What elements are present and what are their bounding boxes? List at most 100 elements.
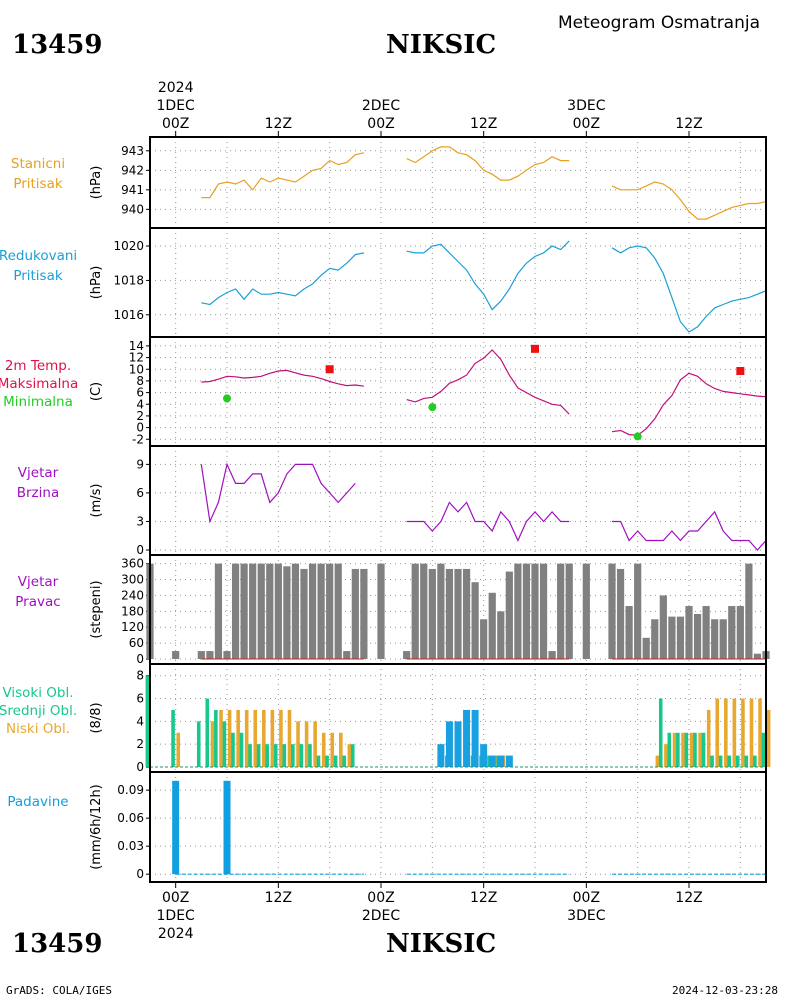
y-axis-label: (hPa) [89, 166, 104, 200]
high-cloud-bar [196, 721, 201, 767]
y-tick-label: 942 [121, 163, 144, 177]
wind-direction-bar [565, 563, 573, 659]
y-tick-label: 0 [136, 867, 144, 881]
header-station-id: 13459 [12, 30, 103, 60]
day-label-top: 1DEC [157, 98, 196, 114]
tmin-marker [223, 394, 231, 403]
wind-direction-bar [291, 563, 300, 659]
high-cloud-bar [342, 755, 346, 767]
y-tick-label: 940 [121, 202, 144, 216]
mid-cloud-bar [480, 744, 488, 767]
low-cloud-bar [698, 732, 702, 767]
time-label-bottom: 12Z [265, 890, 292, 906]
tmax-marker [736, 367, 745, 375]
day-label-top: 3DEC [567, 98, 606, 114]
high-cloud-bar [265, 744, 269, 767]
y-tick-label: 941 [121, 183, 144, 197]
tmax-marker [325, 365, 334, 374]
y-axis-label: (stepeni) [89, 580, 104, 638]
low-cloud-bar [681, 732, 685, 767]
low-cloud-bar [655, 755, 660, 767]
high-cloud-bar [658, 698, 663, 767]
y-tick-label: 9 [136, 457, 144, 471]
low-cloud-bar [262, 709, 266, 767]
low-cloud-bar [347, 744, 352, 767]
reduced-pressure-line [406, 240, 570, 311]
wind-speed-line [612, 510, 767, 551]
wind-speed-line [406, 501, 570, 542]
wind-direction-bar [582, 563, 590, 659]
y-tick-label: 10 [129, 362, 144, 376]
wind-direction-bar [711, 619, 719, 659]
day-label-bottom: 1DEC [157, 908, 196, 924]
wind-direction-bar [223, 651, 231, 659]
wind-direction-bar [616, 568, 625, 659]
y-tick-label: 3 [136, 514, 144, 528]
wind-direction-bar [497, 611, 505, 659]
y-tick-label: 60 [129, 636, 144, 650]
time-label-top: 12Z [675, 116, 702, 132]
footer-credit: GrADS: COLA/IGES [6, 984, 112, 997]
wind-direction-bar [608, 563, 616, 659]
wind-direction-bar [514, 563, 522, 659]
tmin-marker [428, 403, 437, 412]
wind-direction-bar [266, 563, 274, 659]
wind-direction-bar [522, 563, 531, 659]
high-cloud-bar [256, 744, 261, 767]
high-cloud-bar [299, 744, 304, 767]
wind-direction-bar [334, 563, 342, 659]
high-cloud-bar [248, 744, 252, 767]
high-cloud-bar [667, 732, 672, 767]
high-cloud-bar [350, 744, 355, 767]
panel-label: Srednji Obl. [0, 703, 77, 719]
wind-direction-bar [736, 606, 744, 659]
high-cloud-bar [761, 732, 766, 767]
y-tick-label: 0 [136, 543, 144, 557]
y-tick-label: 14 [129, 339, 144, 353]
day-label-top: 2DEC [362, 98, 401, 114]
y-tick-label: 300 [121, 573, 144, 587]
wind-direction-bar [539, 563, 548, 659]
wind-direction-bar [454, 568, 462, 659]
low-cloud-bar [270, 709, 275, 767]
y-axis-label: (hPa) [89, 266, 104, 300]
low-cloud-bar [706, 709, 711, 767]
y-tick-label: 0 [136, 652, 144, 666]
y-tick-label: 0.09 [117, 783, 144, 797]
wind-direction-bar [437, 563, 445, 659]
panel-label: Niski Obl. [6, 721, 70, 737]
y-tick-label: 0 [136, 760, 144, 774]
wind-direction-bar [283, 566, 291, 659]
high-cloud-bar [333, 755, 338, 767]
wind-direction-bar [240, 563, 248, 659]
wind-direction-bar [625, 606, 633, 659]
y-axis-label: (8/8) [89, 702, 104, 733]
high-cloud-bar [693, 732, 697, 767]
high-cloud-bar [231, 732, 235, 767]
wind-direction-bar [411, 563, 419, 659]
wind-direction-bar [317, 563, 325, 659]
wind-direction-bar [197, 651, 205, 659]
low-cloud-bar [732, 698, 737, 767]
wind-direction-bar [420, 563, 428, 659]
time-label-bottom: 12Z [470, 890, 497, 906]
high-cloud-bar [727, 755, 731, 767]
time-label-top: 00Z [162, 116, 189, 132]
y-tick-label: 360 [121, 557, 144, 571]
mid-cloud-bar [463, 709, 471, 767]
wind-direction-bar [445, 568, 454, 659]
low-cloud-bar [689, 732, 694, 767]
y-tick-label: 6 [136, 386, 144, 400]
low-cloud-bar [279, 709, 283, 767]
year-label-bottom: 2024 [158, 926, 194, 942]
high-cloud-bar [744, 755, 749, 767]
high-cloud-bar [735, 755, 740, 767]
high-cloud-bar [701, 732, 706, 767]
y-axis-label: (C) [89, 382, 104, 401]
temperature-line [201, 369, 364, 387]
wind-direction-bar [471, 582, 479, 659]
panel-label: Pritisak [13, 176, 63, 192]
y-tick-label: 120 [121, 620, 144, 634]
station-pressure-line [406, 146, 570, 181]
